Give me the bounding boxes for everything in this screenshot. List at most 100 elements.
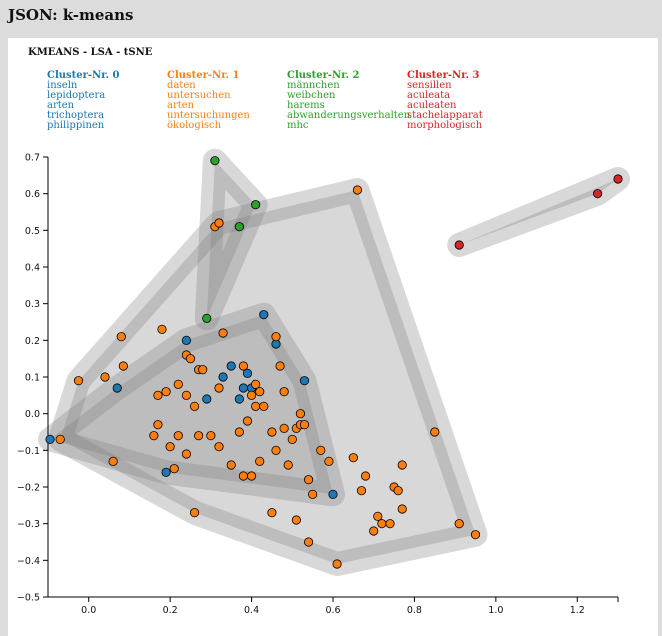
x-tick-label: 0.4 — [244, 605, 259, 616]
data-point-cluster-1 — [161, 387, 171, 397]
x-tick-label: 0.6 — [325, 605, 340, 616]
legend-cluster-3-title: Cluster-Nr. 3 — [407, 70, 480, 81]
data-point-cluster-0 — [161, 467, 171, 477]
data-point-cluster-3 — [454, 240, 464, 250]
data-point-cluster-1 — [173, 431, 183, 441]
data-point-cluster-1 — [189, 401, 200, 411]
data-point-cluster-1 — [226, 460, 236, 470]
data-point-cluster-1 — [234, 427, 244, 437]
legend-term: lepidoptera — [47, 90, 106, 101]
y-tick-label: 0.5 — [25, 226, 40, 237]
data-point-cluster-1 — [356, 486, 367, 496]
data-point-cluster-1 — [218, 328, 228, 338]
data-point-cluster-1 — [246, 390, 257, 400]
data-point-cluster-1 — [116, 332, 126, 342]
legend-term: männchen — [287, 80, 340, 91]
data-point-cluster-1 — [287, 434, 297, 444]
y-tick-label: −0.2 — [17, 483, 40, 494]
legend-term: untersuchen — [167, 90, 231, 101]
data-point-cluster-0 — [328, 489, 338, 499]
legend-term: trichoptera — [47, 110, 105, 121]
data-point-cluster-1 — [118, 361, 128, 371]
cluster-hull-2 — [194, 148, 268, 331]
y-tick-label: 0.3 — [25, 299, 40, 310]
data-point-cluster-0 — [112, 383, 122, 393]
data-point-cluster-2 — [210, 156, 220, 166]
cluster-hull-1 — [48, 178, 488, 576]
data-point-cluster-1 — [206, 431, 216, 441]
data-point-cluster-1 — [214, 218, 224, 228]
y-tick-label: −0.5 — [17, 593, 40, 604]
legend-term: sensillen — [407, 80, 452, 91]
legend-term: untersuchungen — [167, 110, 250, 121]
data-point-cluster-1 — [73, 376, 84, 386]
legend-term: arten — [167, 100, 195, 111]
data-point-cluster-1 — [214, 383, 224, 393]
data-point-cluster-0 — [218, 372, 228, 382]
data-point-cluster-2 — [202, 313, 212, 323]
y-tick-label: −0.1 — [17, 446, 40, 457]
data-point-cluster-0 — [45, 434, 55, 444]
legend-cluster-3: Cluster-Nr. 3 sensillen aculeata aculeat… — [407, 70, 537, 131]
data-point-cluster-1 — [316, 445, 326, 455]
data-point-cluster-1 — [242, 416, 253, 426]
data-point-cluster-1 — [393, 486, 403, 496]
data-point-cluster-2 — [251, 200, 261, 210]
data-point-cluster-1 — [308, 489, 318, 499]
data-point-cluster-1 — [324, 456, 334, 466]
legend-term: mhc — [287, 120, 309, 131]
legend-term: morphologisch — [407, 120, 483, 131]
x-tick-label: 1.2 — [570, 605, 585, 616]
data-point-cluster-1 — [295, 409, 306, 419]
cluster-hull-3 — [447, 167, 630, 257]
x-tick-label: 0.8 — [407, 605, 422, 616]
data-point-cluster-1 — [194, 431, 204, 441]
legend-term: stachelapparat — [407, 110, 483, 121]
scatter-plot: 0.0 0.2 0.4 0.6 0.8 1.0 1.2 0.7 0.6 0.5 0.4 0.3 0.2 0… — [17, 148, 630, 616]
data-point-cluster-1 — [271, 445, 281, 455]
data-point-cluster-1 — [255, 387, 265, 397]
legend-cluster-1-title: Cluster-Nr. 1 — [167, 70, 240, 81]
legend-term: philippinen — [47, 120, 105, 131]
data-point-cluster-1 — [299, 420, 310, 430]
data-point-cluster-1 — [238, 471, 249, 481]
legend-term: ökologisch — [167, 120, 222, 131]
data-point-cluster-3 — [613, 174, 623, 184]
data-points — [45, 156, 623, 569]
data-point-cluster-0 — [202, 394, 212, 404]
axes: 0.0 0.2 0.4 0.6 0.8 1.0 1.2 0.7 0.6 0.5 0.4 0.3 0.2 0… — [17, 153, 619, 616]
data-point-cluster-1 — [157, 324, 167, 334]
data-point-cluster-1 — [165, 442, 175, 452]
data-point-cluster-1 — [169, 464, 179, 474]
legend-term: weibchen — [287, 90, 336, 101]
data-point-cluster-1 — [246, 471, 257, 481]
data-point-cluster-1 — [279, 423, 289, 433]
data-point-cluster-1 — [55, 434, 65, 444]
legend-term: aculeata — [407, 90, 451, 101]
data-point-cluster-1 — [291, 515, 301, 525]
data-point-cluster-0 — [259, 310, 269, 320]
data-point-cluster-1 — [279, 387, 289, 397]
y-tick-label: 0.1 — [25, 373, 40, 384]
data-point-cluster-1 — [173, 379, 183, 389]
data-point-cluster-1 — [275, 361, 285, 371]
data-point-cluster-1 — [271, 332, 281, 342]
data-point-cluster-1 — [238, 361, 249, 371]
data-point-cluster-1 — [267, 508, 277, 518]
data-point-cluster-1 — [153, 390, 163, 400]
data-point-cluster-0 — [238, 383, 249, 393]
legend-term: arten — [47, 100, 75, 111]
data-point-cluster-1 — [348, 453, 358, 463]
data-point-cluster-1 — [385, 519, 395, 529]
data-point-cluster-1 — [352, 185, 363, 195]
data-point-cluster-1 — [303, 537, 314, 547]
legend-cluster-2: Cluster-Nr. 2 männchen weibchen harems a… — [287, 70, 417, 131]
data-point-cluster-1 — [332, 559, 342, 569]
x-tick-label: 0.0 — [81, 605, 96, 616]
y-tick-label: 0.2 — [25, 336, 40, 347]
data-point-cluster-0 — [299, 376, 310, 386]
legend-term: inseln — [47, 80, 78, 91]
legend-cluster-2-title: Cluster-Nr. 2 — [287, 70, 360, 81]
y-tick-label: −0.3 — [17, 519, 40, 530]
data-point-cluster-0 — [181, 335, 192, 345]
